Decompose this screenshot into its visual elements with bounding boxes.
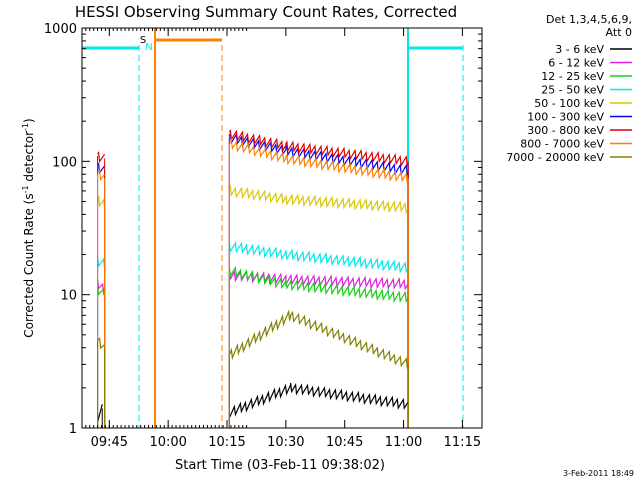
y-axis-label: Corrected Count Rate (s-1 detector-1) (21, 118, 36, 337)
legend-label: 25 - 50 keV (541, 84, 604, 97)
series-line (228, 309, 409, 370)
y-axis-label-sup1: -1 (21, 185, 30, 193)
y-tick-label: 100 (52, 155, 77, 170)
series-line (97, 337, 105, 350)
series-line (97, 284, 106, 299)
legend-label: 800 - 7000 keV (520, 138, 604, 151)
y-axis-label-sup2: -1 (21, 123, 30, 131)
series-line (228, 137, 409, 185)
x-tick-label: 10:00 (149, 435, 186, 450)
series-layer (97, 128, 409, 428)
legend-label: 6 - 12 keV (548, 57, 604, 70)
y-axis-label-end: ) (22, 118, 36, 123)
legend-label: 3 - 6 keV (555, 43, 604, 56)
event-markers: SN (82, 28, 464, 428)
s-marker: S (140, 35, 146, 46)
footer-timestamp: 3-Feb-2011 18:49 (563, 469, 634, 478)
series-line (228, 241, 409, 274)
x-tick-label: 10:45 (326, 435, 363, 450)
legend-label: 12 - 25 keV (541, 70, 604, 83)
x-tick-label: 10:30 (267, 435, 304, 450)
plot-frame (81, 27, 483, 429)
x-tick-label: 11:00 (385, 435, 422, 450)
series-line (228, 132, 409, 176)
y-axis-label-main: Corrected Count Rate (s (22, 193, 36, 337)
legend-header-line2: Att 0 (606, 26, 632, 39)
series-line (228, 382, 409, 418)
series-line (97, 195, 106, 209)
series-line (97, 150, 106, 164)
legend-header-line1: Det 1,3,4,5,6,9, (546, 13, 632, 26)
y-tick-label: 1 (69, 422, 77, 437)
x-axis: 09:45 10:00 10:15 10:30 10:45 11:00 11:15 (85, 28, 481, 450)
x-tick-label: 11:15 (444, 435, 481, 450)
n-marker: N (145, 42, 152, 53)
x-tick-label: 10:15 (208, 435, 245, 450)
legend-label: 100 - 300 keV (527, 111, 604, 124)
series-line (97, 162, 106, 175)
legend-label: 50 - 100 keV (534, 97, 604, 110)
legend-label: 7000 - 20000 keV (506, 151, 604, 164)
y-tick-label: 10 (60, 289, 77, 304)
series-line (97, 256, 106, 269)
x-axis-label: Start Time (03-Feb-11 09:38:02) (175, 458, 385, 473)
series-line (228, 265, 409, 304)
chart-title: HESSI Observing Summary Count Rates, Cor… (75, 3, 457, 21)
series-line (228, 128, 409, 168)
y-axis: 1 10 100 1000 (44, 22, 482, 437)
y-tick-label: 1000 (44, 22, 77, 37)
series-line (228, 184, 409, 215)
series-line (228, 269, 409, 291)
x-tick-label: 09:45 (91, 435, 128, 450)
legend-label: 300 - 800 keV (527, 124, 604, 137)
series-line (97, 404, 103, 423)
series-line (97, 168, 106, 182)
y-axis-label-mid: detector (22, 131, 36, 186)
